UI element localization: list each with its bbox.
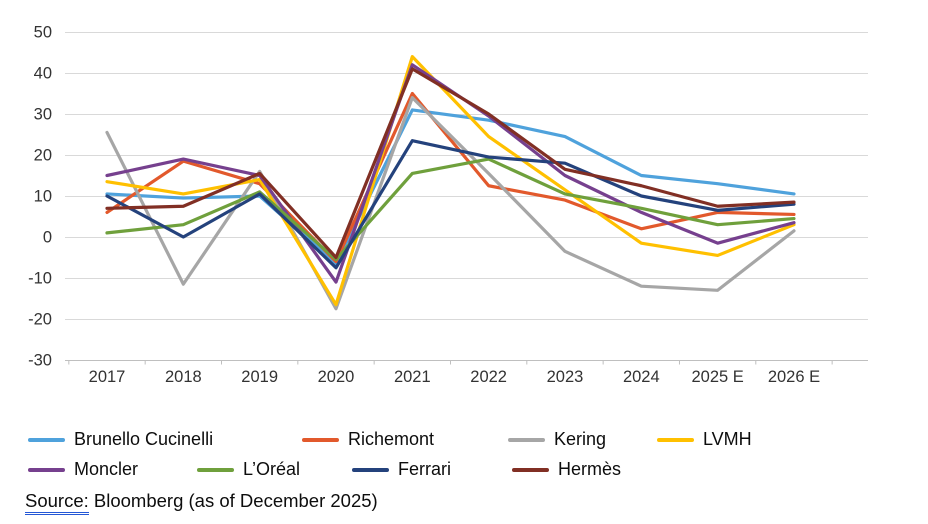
source-label: Source:: [25, 490, 89, 515]
y-axis-labels: 50 40 30 20 10 0 -10 -20 -30: [28, 24, 52, 370]
x-axis-labels: 2017 2018 2019 2020 2021 2022 2023 2024 2025 E 20…: [89, 368, 820, 386]
y-tick-label: -30: [28, 352, 52, 370]
legend-swatch-moncler: [28, 467, 65, 472]
x-tick-label: 2024: [623, 368, 660, 386]
legend-item-kering: Kering: [508, 429, 606, 450]
series-line-kering: [105, 95, 796, 311]
x-axis-ticks: [68, 360, 833, 365]
y-tick-label: -10: [28, 270, 52, 288]
y-tick-label: 20: [34, 147, 52, 165]
x-tick-label: 2022: [470, 368, 507, 386]
legend-swatch-brunello-cucinelli: [28, 437, 65, 442]
legend-item-hermes: Hermès: [512, 459, 621, 480]
legend-swatch-hermes: [512, 467, 549, 472]
legend-label: Hermès: [558, 459, 622, 479]
series-line-richemont: [105, 91, 796, 264]
legend-label: Ferrari: [398, 459, 451, 479]
series-line-herm-s: [105, 67, 796, 260]
series-line-ferrari: [105, 139, 796, 270]
series-line-lvmh: [105, 54, 796, 307]
source-text: Bloomberg (as of December 2025): [88, 490, 378, 511]
legend-item-ferrari: Ferrari: [352, 459, 451, 480]
series-line-l-or-al: [105, 157, 796, 262]
legend-swatch-lvmh: [657, 437, 694, 442]
y-tick-label: 50: [34, 24, 52, 42]
legend-swatch-ferrari: [352, 467, 389, 472]
growth-line-chart: 50 40 30 20 10 0 -10 -20 -30 2017 2018 2019 2020 2021…: [28, 24, 868, 386]
x-tick-label: 2023: [547, 368, 584, 386]
legend-label: Brunello Cucinelli: [74, 429, 214, 449]
legend-item-moncler: Moncler: [28, 459, 138, 480]
x-tick-label: 2025 E: [691, 368, 743, 386]
source-note: Source: Bloomberg (as of December 2025): [25, 490, 378, 515]
x-tick-label: 2018: [165, 368, 202, 386]
x-tick-label: 2021: [394, 368, 431, 386]
legend-label: L’Oréal: [243, 459, 301, 479]
legend-label: Kering: [554, 429, 607, 449]
y-tick-label: 40: [34, 65, 52, 83]
legend-label: Richemont: [348, 429, 435, 449]
legend-label: Moncler: [74, 459, 139, 479]
legend-swatch-kering: [508, 437, 545, 442]
x-tick-label: 2020: [318, 368, 355, 386]
series-line-brunello-cucinelli: [105, 108, 796, 266]
y-tick-label: 0: [43, 229, 52, 247]
legend-item-lvmh: LVMH: [657, 429, 752, 450]
y-tick-label: 10: [34, 188, 52, 206]
x-tick-label: 2019: [241, 368, 278, 386]
legend-item-brunello-cucinelli: Brunello Cucinelli: [28, 429, 213, 450]
x-tick-label: 2017: [89, 368, 126, 386]
legend-item-loreal: L’Oréal: [197, 459, 300, 480]
legend-swatch-loreal: [197, 467, 234, 472]
y-tick-label: 30: [34, 106, 52, 124]
series-lines: [105, 54, 796, 311]
legend-label: LVMH: [703, 429, 752, 449]
legend-item-richemont: Richemont: [302, 429, 434, 450]
x-tick-label: 2026 E: [768, 368, 820, 386]
y-tick-label: -20: [28, 311, 52, 329]
legend-swatch-richemont: [302, 437, 339, 442]
